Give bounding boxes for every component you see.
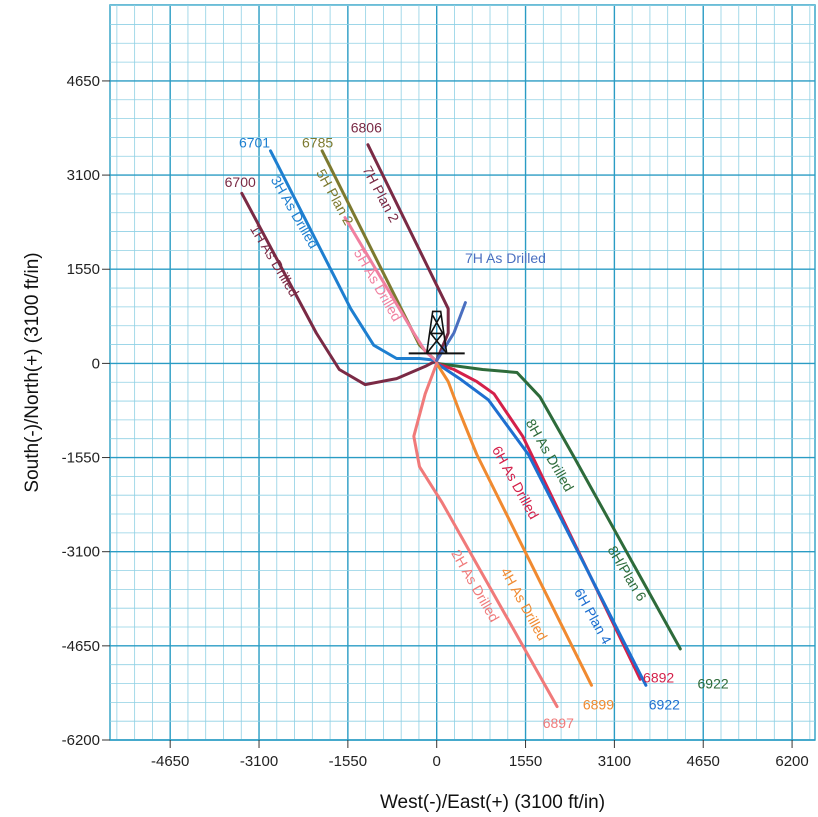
well-path-7h-plan-2 [366, 143, 450, 362]
well-path-2h-as-drilled [412, 361, 559, 709]
y-tick-label: 4650 [67, 73, 100, 90]
end-depth-label: 6922 [649, 697, 680, 713]
end-depth-label: 6701 [239, 135, 270, 151]
x-axis-title: West(-)/East(+) (3100 ft/in) [380, 792, 605, 813]
rig-icon [408, 310, 465, 355]
y-tick-label: 1550 [67, 261, 100, 278]
x-tick-label: 0 [433, 753, 441, 770]
x-tick-label: -3100 [240, 753, 278, 770]
x-tick-label: 1550 [509, 753, 542, 770]
well-path-5h-as-drilled [343, 216, 439, 364]
well-path-1h-as-drilled [240, 191, 439, 387]
end-depth-label: 6922 [698, 675, 729, 691]
series-label: 7H As Drilled [465, 250, 546, 266]
x-tick-label: -4650 [151, 753, 189, 770]
x-tick-label: 6200 [775, 753, 808, 770]
grid-layer [109, 4, 816, 741]
tick-labels: -4650 -3100 -1550 0 1550 3100 4650 6200 4650 3100… [62, 73, 809, 770]
y-axis-title: South(-)/North(+) (3100 ft/in) [22, 252, 43, 492]
derrick-icon [425, 310, 448, 354]
x-tick-label: -1550 [329, 753, 367, 770]
well-path-7h-as-drilled [435, 301, 467, 362]
y-tick-label: -3100 [62, 544, 100, 561]
y-tick-label: -6200 [62, 732, 100, 749]
end-depth-label: 6806 [351, 120, 382, 136]
well-path-8h-as-drilled [435, 361, 682, 651]
end-depth-label: 6892 [643, 669, 674, 685]
well-path-6h-plan-4 [435, 361, 648, 687]
y-tick-label: -1550 [62, 450, 100, 467]
x-tick-label: 3100 [598, 753, 631, 770]
well-path-6h-as-drilled [435, 361, 642, 681]
y-tick-label: 0 [92, 355, 100, 372]
well-path-3h-as-drilled [269, 149, 439, 362]
y-tick-label: -4650 [62, 638, 100, 655]
end-depth-label: 6785 [302, 135, 333, 151]
end-depth-label: 6897 [543, 715, 574, 731]
end-depth-label: 6899 [583, 697, 614, 713]
x-tick-label: 4650 [687, 753, 720, 770]
series-layer [240, 143, 682, 709]
well-path-4h-as-drilled [435, 361, 593, 687]
end-depth-label: 6700 [225, 174, 256, 190]
y-tick-label: 3100 [67, 167, 100, 184]
